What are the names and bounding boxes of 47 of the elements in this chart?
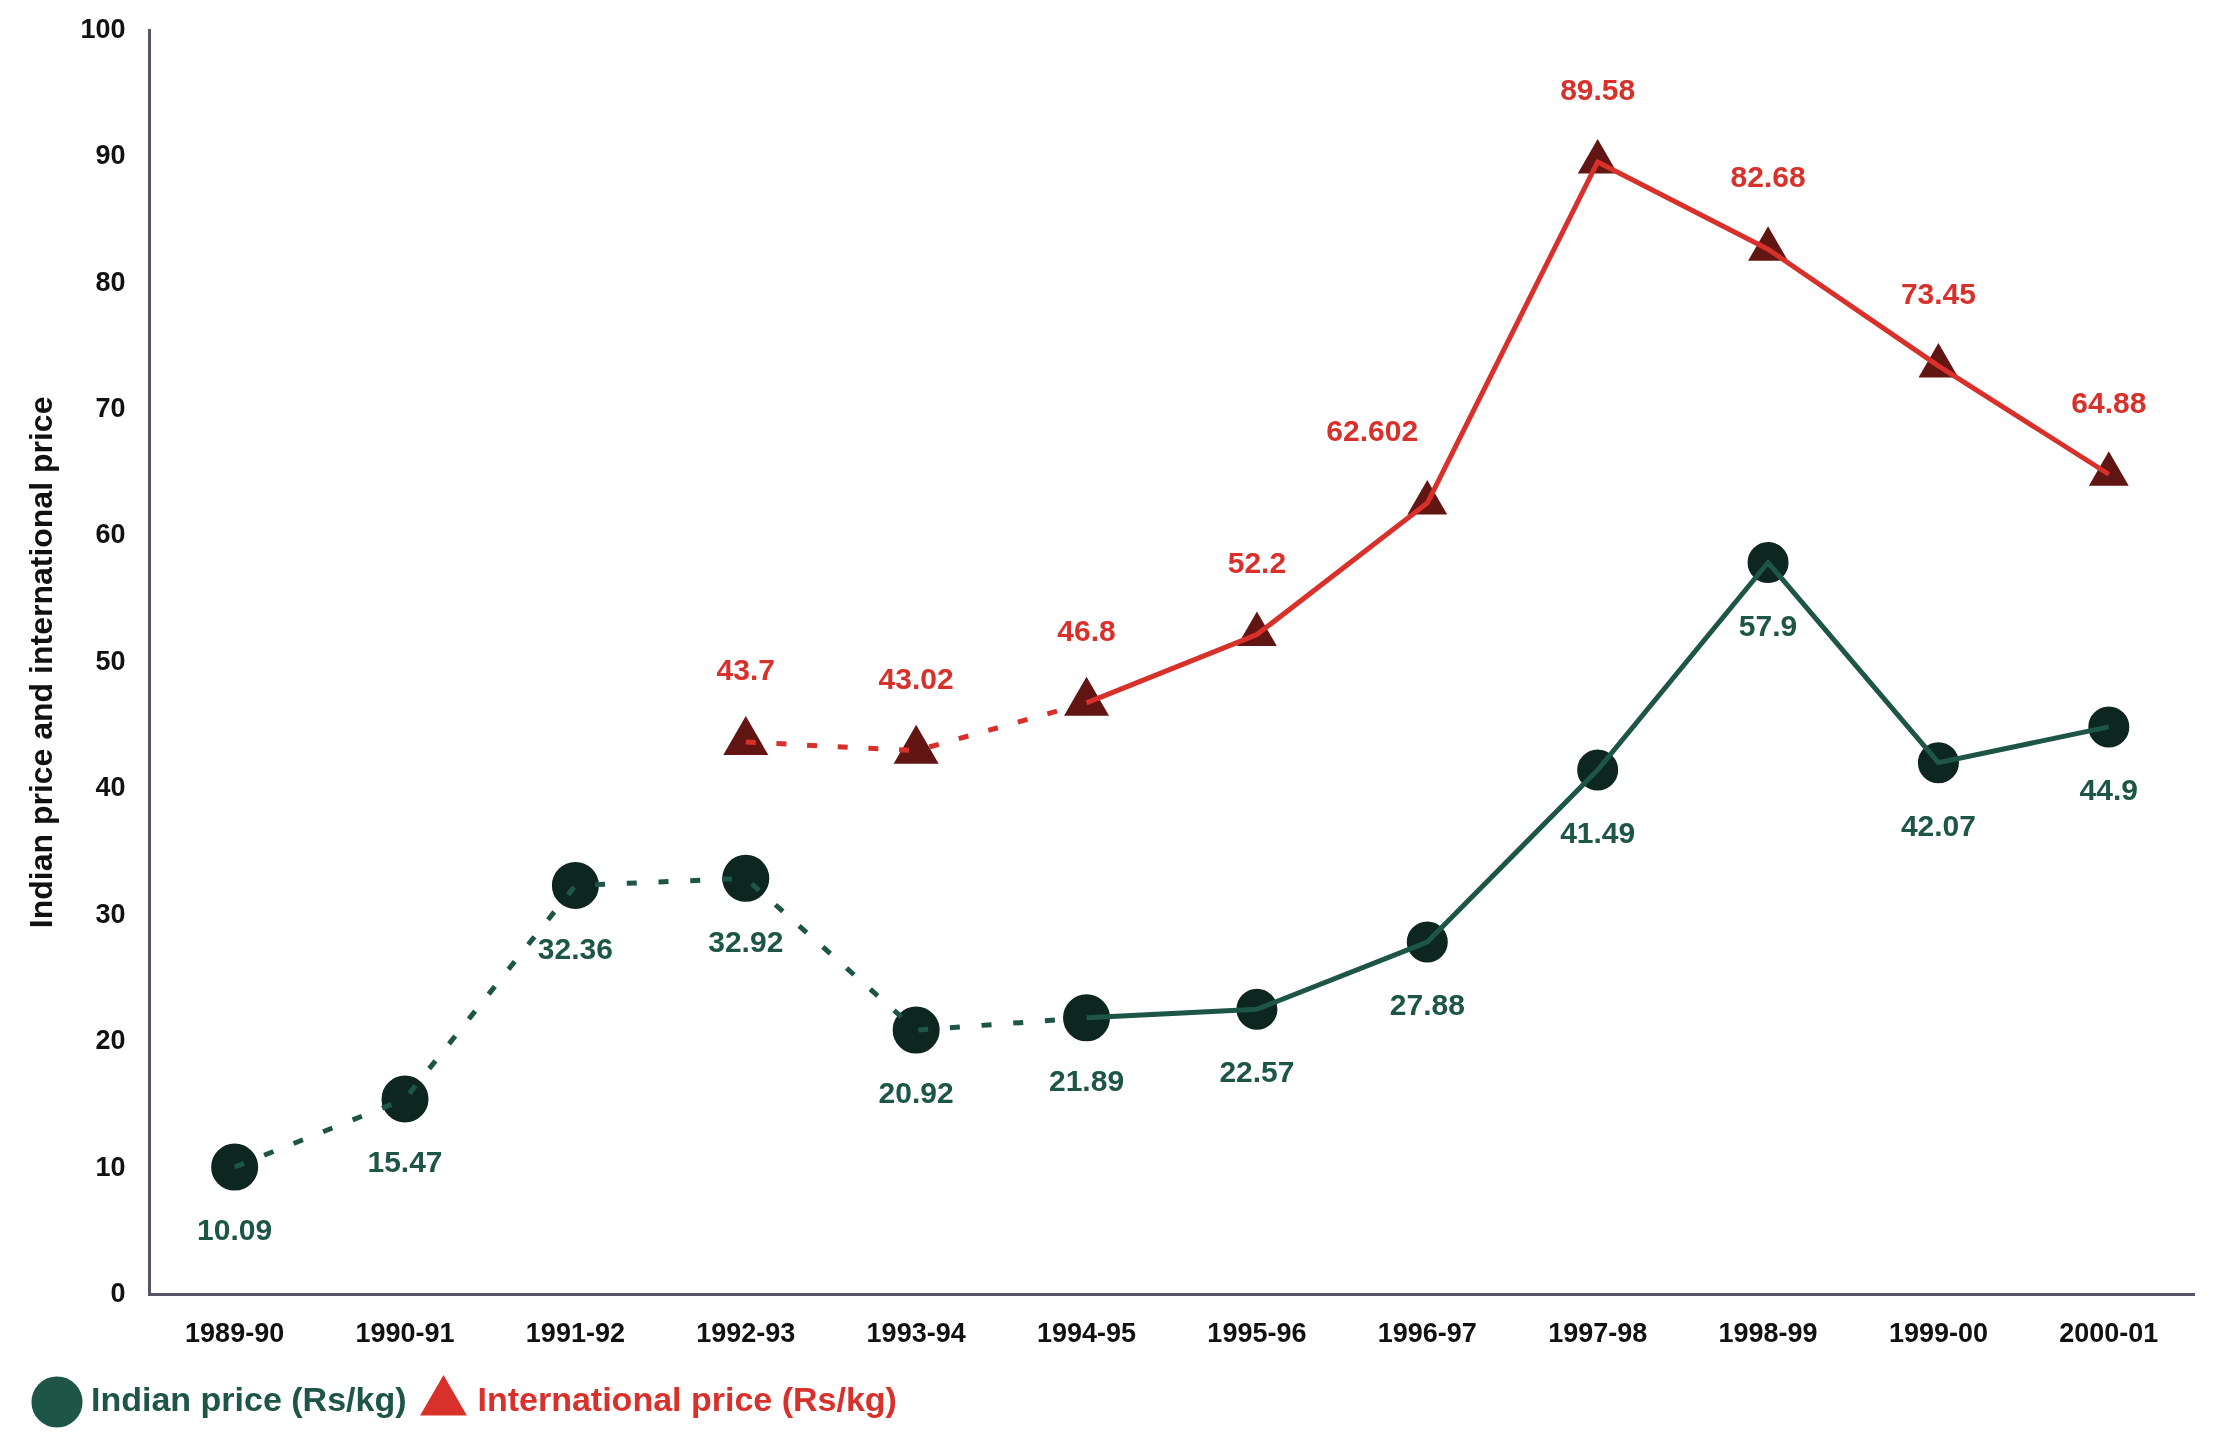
y-tick-label: 30 [95, 898, 126, 929]
x-tick-label: 1992-93 [696, 1318, 796, 1349]
y-tick-label: 60 [95, 519, 126, 550]
data-label: 57.9 [1738, 608, 1798, 642]
data-label: 27.88 [1389, 988, 1465, 1022]
data-label: 73.45 [1900, 277, 1976, 311]
x-tick-label: 1991-92 [525, 1318, 625, 1349]
y-tick-label: 40 [95, 772, 126, 803]
data-label: 20.92 [878, 1076, 954, 1110]
data-label: 21.89 [1049, 1064, 1125, 1098]
x-tick-label: 1997-98 [1548, 1318, 1648, 1349]
data-label: 52.2 [1227, 545, 1287, 579]
x-tick-label: 1993-94 [866, 1318, 966, 1349]
data-label: 10.09 [197, 1213, 273, 1247]
data-label: 43.02 [878, 661, 954, 695]
data-label: 15.47 [367, 1145, 443, 1179]
x-tick-label: 2000-01 [2059, 1318, 2159, 1349]
legend-label: International price (Rs/kg) [477, 1380, 897, 1419]
legend-label: Indian price (Rs/kg) [91, 1380, 407, 1419]
data-label: 32.92 [708, 924, 784, 958]
data-label: 42.07 [1900, 808, 1976, 842]
data-label: 62.602 [1326, 414, 1419, 448]
y-tick-label: 20 [95, 1025, 126, 1056]
data-label: 32.36 [537, 931, 613, 965]
x-tick-label: 1995-96 [1207, 1318, 1307, 1349]
x-tick-label: 1998-99 [1718, 1318, 1818, 1349]
data-label: 41.49 [1560, 816, 1636, 850]
data-label: 22.57 [1219, 1055, 1295, 1089]
x-tick-label: 1990-91 [355, 1318, 455, 1349]
y-tick-label: 80 [95, 266, 126, 297]
y-tick-label: 100 [80, 13, 126, 44]
x-tick-label: 1989-90 [185, 1318, 285, 1349]
y-tick-label: 10 [95, 1151, 126, 1182]
y-axis-title: Indian price and international price [23, 396, 60, 929]
data-label: 43.7 [716, 653, 775, 687]
data-label: 82.68 [1730, 160, 1806, 194]
x-tick-label: 1996-97 [1377, 1318, 1477, 1349]
x-tick-label: 1994-95 [1036, 1318, 1137, 1349]
x-tick-label: 1999-00 [1888, 1318, 1988, 1349]
y-tick-label: 0 [110, 1278, 126, 1309]
data-label: 44.9 [2079, 773, 2139, 807]
y-tick-label: 90 [95, 140, 126, 171]
y-tick-label: 50 [95, 645, 126, 676]
data-label: 64.88 [2071, 385, 2147, 419]
y-tick-label: 70 [95, 392, 126, 423]
data-label: 46.8 [1057, 614, 1116, 648]
data-label: 89.58 [1560, 73, 1636, 107]
